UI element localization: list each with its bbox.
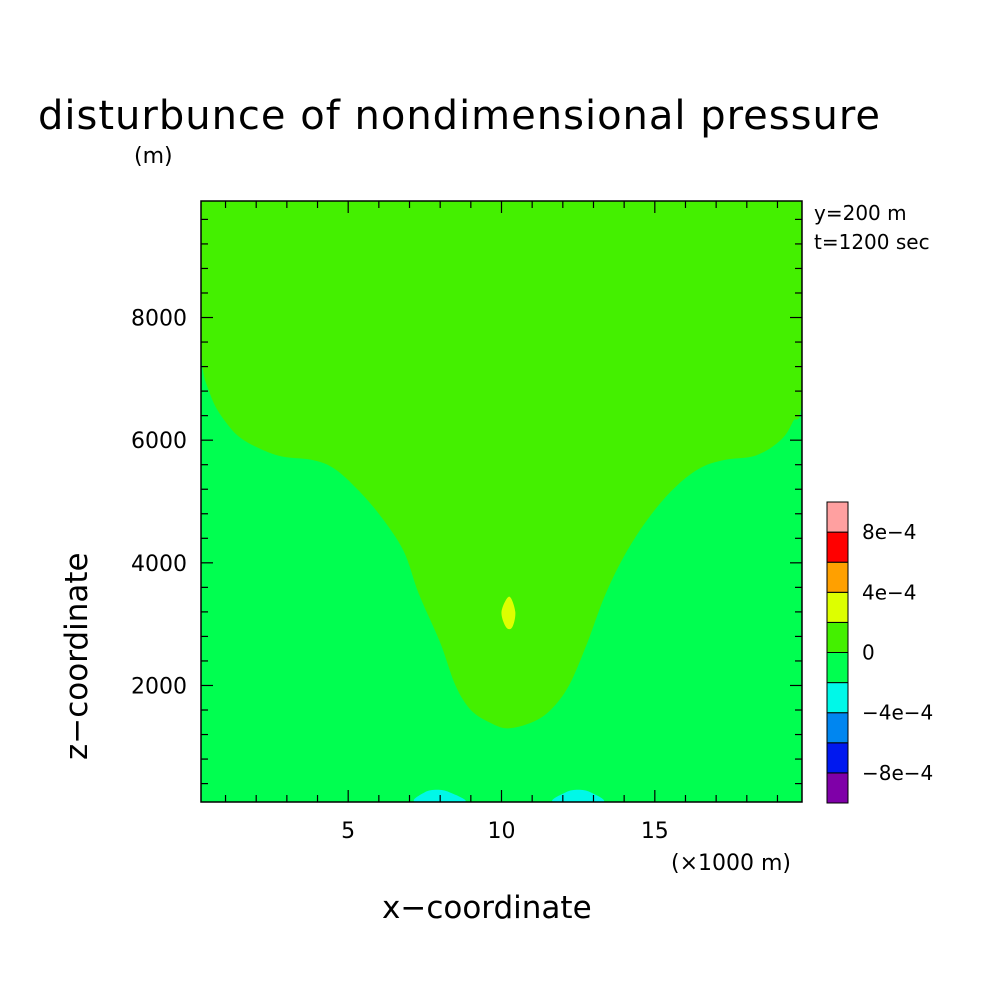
- y-axis-unit-label: (m): [134, 144, 173, 169]
- colorbar-label: −8e−4: [862, 761, 933, 785]
- chart-title: disturbunce of nondimensional pressure: [38, 93, 881, 139]
- colorbar-label: 4e−4: [862, 580, 917, 604]
- colorbar-swatch: [826, 591, 849, 623]
- colorbar-swatch: [826, 652, 849, 684]
- x-tick-label: 5: [341, 819, 355, 844]
- colorbar-swatch: [826, 561, 849, 593]
- colorbar-swatch: [826, 621, 849, 654]
- colorbar-swatch: [826, 772, 849, 804]
- pressure-max-core-region: [501, 596, 516, 630]
- x-tick-label: 10: [488, 819, 516, 844]
- negative-lobe-right-region: [552, 789, 605, 802]
- positive-pressure-plume-region: [201, 201, 802, 729]
- x-axis-unit-label: (×1000 m): [671, 851, 792, 876]
- colorbar-swatch: [826, 742, 849, 774]
- y-tick-label: 2000: [131, 674, 187, 699]
- colorbar-swatch: [826, 501, 849, 533]
- x-axis-label: x−coordinate: [382, 890, 592, 926]
- annotation-y-position: y=200 m: [814, 201, 907, 225]
- colorbar-swatch: [826, 712, 849, 744]
- annotation-time: t=1200 sec: [814, 230, 930, 254]
- colorbar-swatch: [826, 531, 849, 563]
- colorbar-label: 0: [862, 641, 875, 665]
- y-tick-label: 8000: [131, 307, 187, 332]
- colorbar-label: −4e−4: [862, 701, 933, 725]
- colorbar-swatch: [826, 682, 849, 714]
- x-tick-label: 15: [641, 819, 669, 844]
- y-tick-label: 4000: [131, 552, 187, 577]
- colorbar-label: 8e−4: [862, 520, 917, 544]
- y-tick-label: 6000: [131, 429, 187, 454]
